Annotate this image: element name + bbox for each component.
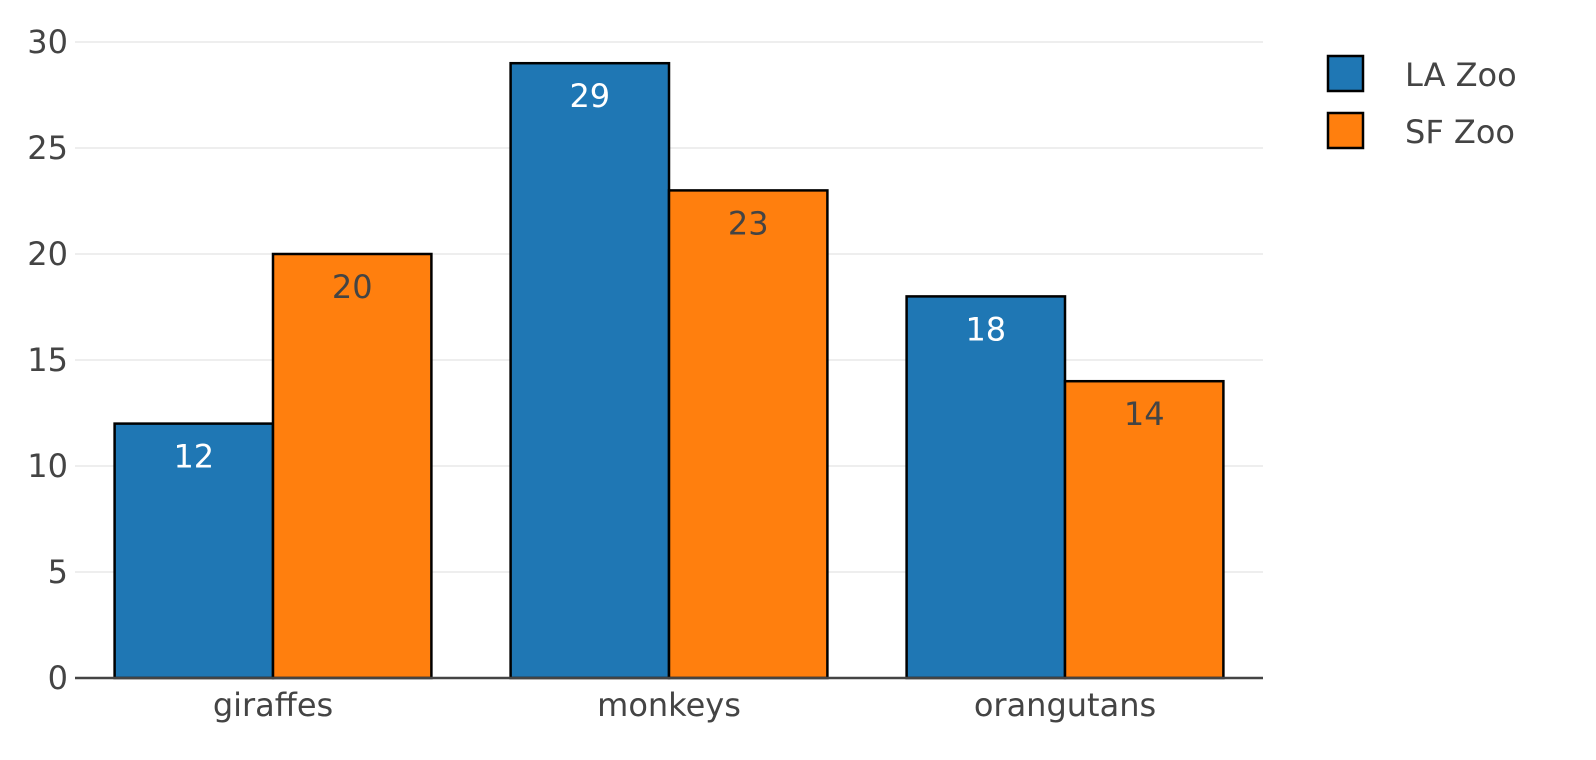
y-tick-label: 15 bbox=[27, 341, 68, 379]
bars bbox=[113, 61, 1225, 680]
x-tick-label: orangutans bbox=[974, 686, 1156, 724]
legend-swatch bbox=[1326, 54, 1365, 93]
bar-value-label: 29 bbox=[569, 77, 610, 115]
x-tick-label: giraffes bbox=[213, 686, 333, 724]
bar-value-label: 23 bbox=[728, 204, 769, 242]
y-tick-label: 20 bbox=[27, 235, 68, 273]
bar-value-label: 18 bbox=[965, 310, 1006, 348]
x-axis-ticks: giraffes monkeys orangutans bbox=[213, 686, 1156, 724]
bar-value-label: 14 bbox=[1124, 395, 1165, 433]
bar-giraffes-sf-zoo bbox=[271, 252, 433, 680]
bar-orangutans-la-zoo bbox=[905, 295, 1067, 680]
legend: LA Zoo SF Zoo bbox=[1326, 54, 1517, 151]
legend-swatch bbox=[1326, 111, 1365, 150]
bar-monkeys-sf-zoo bbox=[667, 189, 829, 680]
y-tick-label: 5 bbox=[48, 553, 68, 591]
y-tick-label: 25 bbox=[27, 129, 68, 167]
y-tick-label: 0 bbox=[48, 659, 68, 697]
bar-value-label: 20 bbox=[332, 268, 373, 306]
bar-monkeys-la-zoo bbox=[509, 61, 671, 680]
y-axis-ticks: 0 5 10 15 20 25 30 bbox=[27, 23, 68, 697]
bar-value-label: 12 bbox=[173, 438, 214, 476]
bar-orangutans-sf-zoo bbox=[1063, 379, 1225, 680]
y-tick-label: 10 bbox=[27, 447, 68, 485]
legend-label: LA Zoo bbox=[1405, 56, 1517, 94]
bar-value-labels: 12 20 29 23 18 14 bbox=[173, 77, 1164, 475]
legend-label: SF Zoo bbox=[1405, 113, 1515, 151]
y-tick-label: 30 bbox=[27, 23, 68, 61]
x-tick-label: monkeys bbox=[597, 686, 741, 724]
